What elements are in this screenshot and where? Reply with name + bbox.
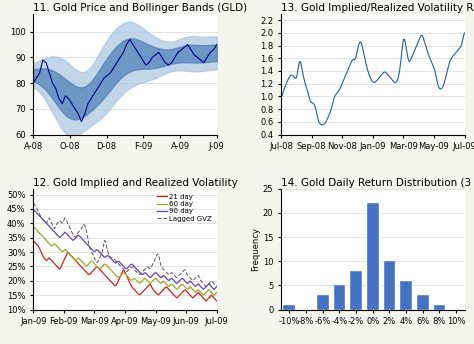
90 day	[64, 231, 69, 235]
60 day	[30, 224, 36, 228]
Y-axis label: Frequency: Frequency	[251, 227, 260, 271]
Lagged GVZ	[49, 221, 55, 225]
Bar	[283, 305, 295, 310]
Bar	[334, 286, 345, 310]
Bar	[417, 295, 428, 310]
Legend: 21 day, 60 day, 90 day, Lagged GVZ: 21 day, 60 day, 90 day, Lagged GVZ	[155, 192, 213, 223]
Lagged GVZ	[211, 282, 217, 286]
60 day	[41, 236, 46, 240]
Lagged GVZ	[37, 213, 43, 217]
60 day	[49, 244, 55, 248]
Bar	[317, 295, 328, 310]
Text: 14. Gold Daily Return Distribution (3 month): 14. Gold Daily Return Distribution (3 mo…	[281, 178, 474, 188]
90 day	[37, 214, 43, 218]
Line: 60 day: 60 day	[33, 226, 217, 295]
Lagged GVZ	[121, 268, 127, 272]
21 day	[211, 296, 217, 300]
Line: 21 day: 21 day	[33, 240, 217, 301]
90 day	[41, 218, 46, 223]
Bar	[434, 305, 446, 310]
90 day	[30, 207, 36, 211]
21 day	[64, 254, 69, 258]
Lagged GVZ	[214, 284, 219, 289]
Line: Lagged GVZ: Lagged GVZ	[33, 203, 217, 287]
Bar	[367, 203, 379, 310]
Line: 90 day: 90 day	[33, 209, 217, 289]
21 day	[214, 299, 219, 303]
60 day	[211, 293, 217, 297]
Text: 13. Gold Implied/Realized Volatility Ratio: 13. Gold Implied/Realized Volatility Rat…	[281, 3, 474, 13]
Lagged GVZ	[30, 201, 36, 205]
Bar	[400, 281, 412, 310]
90 day	[121, 265, 127, 269]
21 day	[49, 258, 55, 262]
21 day	[41, 256, 46, 260]
60 day	[64, 248, 69, 252]
21 day	[121, 269, 127, 273]
21 day	[30, 238, 36, 243]
Lagged GVZ	[41, 218, 46, 223]
Bar	[350, 271, 362, 310]
21 day	[37, 247, 43, 251]
90 day	[211, 287, 217, 291]
60 day	[37, 231, 43, 235]
90 day	[212, 286, 218, 290]
90 day	[214, 284, 219, 289]
Bar	[383, 261, 395, 310]
60 day	[214, 290, 219, 294]
90 day	[49, 227, 55, 231]
60 day	[212, 292, 218, 296]
Text: 11. Gold Price and Bollinger Bands (GLD): 11. Gold Price and Bollinger Bands (GLD)	[33, 3, 247, 13]
60 day	[121, 271, 127, 275]
Lagged GVZ	[64, 218, 69, 222]
Text: 12. Gold Implied and Realized Volatility: 12. Gold Implied and Realized Volatility	[33, 178, 238, 188]
